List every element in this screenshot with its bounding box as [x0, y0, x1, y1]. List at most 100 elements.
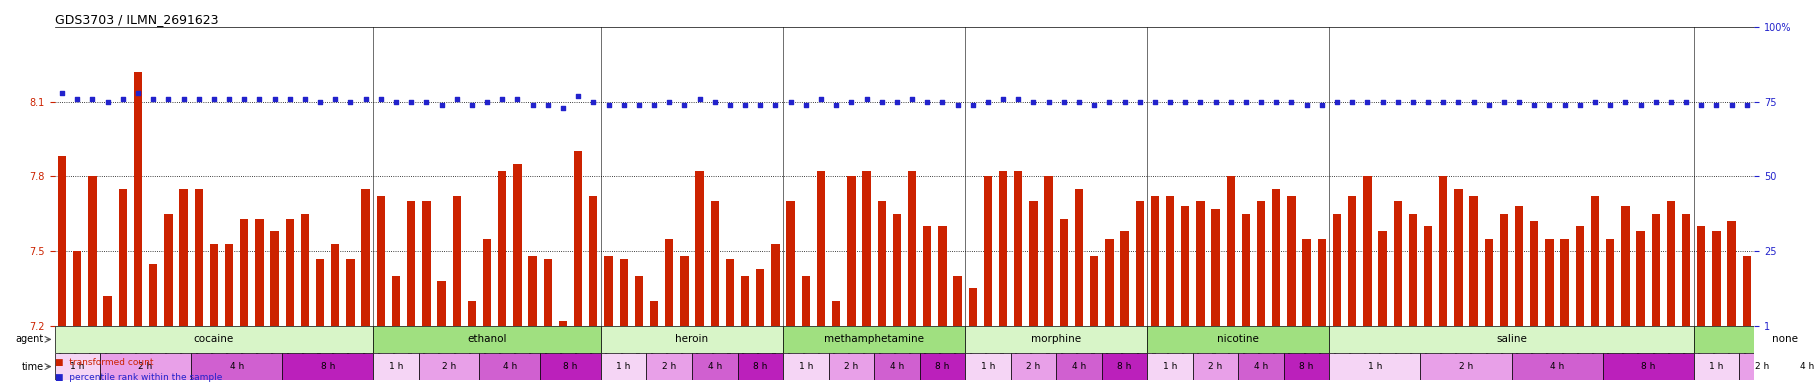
Text: methamphetamine: methamphetamine: [824, 334, 924, 344]
Point: [458, 101, 487, 108]
Bar: [100, 353, 191, 380]
Point: [944, 101, 973, 108]
Bar: [55, 353, 100, 380]
Bar: [1196, 201, 1205, 326]
Point: [1367, 99, 1396, 105]
Bar: [1485, 238, 1493, 326]
Bar: [418, 353, 480, 380]
Text: 8 h: 8 h: [1642, 362, 1656, 371]
Point: [1049, 99, 1078, 105]
Bar: [1060, 219, 1067, 326]
Point: [882, 99, 911, 105]
Point: [260, 96, 289, 102]
Bar: [209, 243, 218, 326]
Point: [504, 96, 533, 102]
Bar: [1785, 353, 1818, 380]
Bar: [693, 353, 738, 380]
Point: [1111, 99, 1140, 105]
Bar: [649, 301, 658, 326]
Point: [549, 104, 578, 111]
Point: [714, 101, 744, 108]
Bar: [1284, 353, 1329, 380]
Point: [413, 99, 442, 105]
Bar: [1420, 353, 1511, 380]
Bar: [498, 171, 507, 326]
Bar: [438, 281, 445, 326]
Bar: [878, 201, 885, 326]
Point: [1580, 99, 1609, 105]
Bar: [725, 258, 734, 326]
Bar: [345, 258, 355, 326]
Bar: [1242, 214, 1251, 326]
Bar: [1576, 226, 1583, 326]
Bar: [1500, 214, 1509, 326]
Bar: [1740, 353, 1785, 380]
Text: 8 h: 8 h: [934, 362, 949, 371]
Bar: [1560, 238, 1569, 326]
Bar: [1364, 176, 1371, 326]
Point: [473, 99, 502, 105]
Bar: [1056, 353, 1102, 380]
Bar: [1603, 353, 1694, 380]
Point: [1625, 101, 1654, 108]
Point: [578, 99, 607, 105]
Point: [1018, 99, 1047, 105]
Point: [109, 96, 138, 102]
Bar: [89, 176, 96, 326]
Text: 2 h: 2 h: [138, 362, 153, 371]
Point: [138, 96, 167, 102]
Point: [275, 96, 304, 102]
Point: [822, 101, 851, 108]
Point: [215, 96, 244, 102]
Bar: [756, 268, 764, 326]
Bar: [1605, 238, 1614, 326]
Bar: [1302, 238, 1311, 326]
Point: [124, 89, 153, 96]
Point: [745, 101, 774, 108]
Text: cocaine: cocaine: [195, 334, 235, 344]
Point: [1185, 99, 1214, 105]
Point: [1156, 99, 1185, 105]
Point: [1505, 99, 1534, 105]
Bar: [1440, 176, 1447, 326]
Bar: [118, 189, 127, 326]
Bar: [1193, 353, 1238, 380]
Bar: [965, 353, 1011, 380]
Bar: [742, 276, 749, 326]
Point: [1716, 101, 1745, 108]
Point: [1338, 99, 1367, 105]
Point: [791, 101, 820, 108]
Point: [365, 96, 395, 102]
Bar: [665, 238, 673, 326]
Text: 8 h: 8 h: [1300, 362, 1314, 371]
Bar: [984, 176, 993, 326]
Bar: [1622, 206, 1629, 326]
Text: 1 h: 1 h: [1367, 362, 1382, 371]
Point: [1460, 99, 1489, 105]
Bar: [513, 164, 522, 326]
Bar: [529, 256, 536, 326]
Point: [1489, 99, 1518, 105]
Text: 2 h: 2 h: [1027, 362, 1040, 371]
Bar: [544, 258, 553, 326]
Text: 1 h: 1 h: [798, 362, 813, 371]
Text: 4 h: 4 h: [889, 362, 904, 371]
Bar: [1102, 353, 1147, 380]
Point: [762, 101, 791, 108]
Bar: [558, 321, 567, 326]
Point: [867, 99, 896, 105]
Text: saline: saline: [1496, 334, 1527, 344]
Point: [1474, 101, 1503, 108]
Bar: [938, 226, 947, 326]
Bar: [833, 301, 840, 326]
Text: 8 h: 8 h: [753, 362, 767, 371]
Point: [1520, 101, 1549, 108]
Bar: [874, 353, 920, 380]
Bar: [602, 353, 647, 380]
Bar: [1074, 189, 1084, 326]
Bar: [1318, 238, 1325, 326]
Point: [47, 89, 76, 96]
Bar: [604, 256, 613, 326]
Point: [609, 101, 638, 108]
Point: [1065, 99, 1094, 105]
